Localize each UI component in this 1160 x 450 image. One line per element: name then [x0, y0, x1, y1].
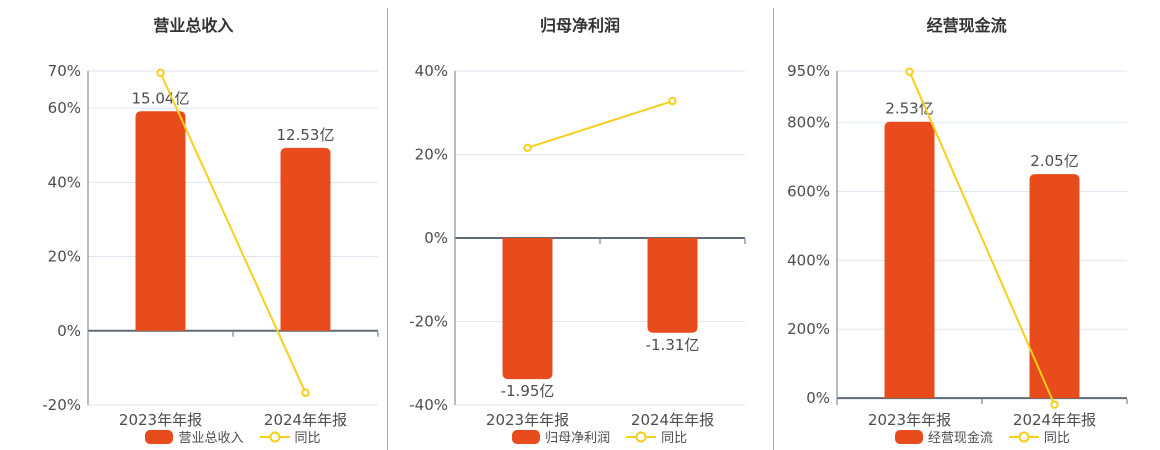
chart-panel-cash-flow: 经营现金流 0% 200% 400% 600% 800% 950% 2.53亿 2.05亿 20…	[773, 0, 1160, 450]
bar-2023年年报[interactable]	[884, 121, 935, 399]
yoy-marker-2023年年报[interactable]	[905, 67, 915, 76]
bar-value-label: 2.05亿	[1031, 152, 1079, 170]
bar-swatch-icon	[512, 429, 541, 444]
x-category-label: 2023年年报	[486, 411, 569, 429]
y-tick-label: 20%	[414, 146, 447, 164]
yoy-line	[526, 100, 673, 149]
y-tick-label: 400%	[787, 251, 830, 269]
bar-value-label: -1.95亿	[500, 382, 554, 400]
y-tick-label: 40%	[414, 62, 447, 80]
chart-plot-net-profit: -40% -20% 0% 20% 40% -1.95亿 -1.31亿 2023年年报 2024年…	[409, 62, 746, 429]
legend-label: 归母净利润	[545, 431, 611, 446]
legend-item-line-series[interactable]: 同比	[259, 427, 321, 446]
x-category-label: 2023年年报	[119, 411, 202, 429]
yoy-marker-2024年年报[interactable]	[667, 96, 677, 106]
legend-item-line-series[interactable]: 同比	[626, 427, 687, 446]
y-tick-label: -40%	[409, 396, 448, 414]
y-tick-label: 20%	[48, 248, 81, 266]
y-tick-label: 70%	[48, 62, 81, 80]
x-category-label: 2024年年报	[1013, 411, 1096, 429]
chart-title-net-profit: 归母净利润	[539, 16, 620, 35]
yoy-marker-2023年年报[interactable]	[522, 143, 532, 153]
yoy-marker-2023年年报[interactable]	[156, 68, 165, 78]
chart-title-cash-flow: 经营现金流	[926, 16, 1007, 35]
bar-swatch-icon	[894, 429, 923, 444]
bar-2023年年报[interactable]	[502, 238, 553, 380]
panel-divider	[773, 8, 775, 450]
legend-label: 营业总收入	[178, 431, 244, 446]
y-tick-label: -20%	[409, 313, 448, 331]
legend-label: 同比	[661, 431, 688, 446]
yoy-line	[159, 72, 307, 394]
chart-panel-revenue: 营业总收入 -20% 0% 20% 40% 60% 70% 15.04亿 12.53亿 2023…	[0, 0, 387, 450]
y-tick-label: 0%	[424, 229, 448, 247]
line-marker-icon	[1008, 430, 1039, 444]
chart-plot-revenue: -20% 0% 20% 40% 60% 70% 15.04亿 12.53亿 2023年年报 202…	[42, 62, 379, 429]
chart-legend-net-profit: 归母净利润 同比	[455, 427, 745, 446]
chart-legend-revenue: 营业总收入 同比	[88, 427, 378, 446]
x-category-label: 2024年年报	[264, 411, 347, 429]
bar-value-label: 2.53亿	[886, 100, 934, 118]
legend-item-line-series[interactable]: 同比	[1008, 427, 1070, 446]
y-tick-label: 600%	[787, 183, 830, 201]
yoy-marker-2024年年报[interactable]	[1050, 400, 1060, 409]
y-tick-label: 0%	[57, 322, 81, 340]
y-tick-label: 60%	[48, 99, 81, 117]
bar-2023年年报[interactable]	[135, 111, 186, 331]
y-tick-label: 950%	[787, 62, 830, 80]
chart-panel-net-profit: 归母净利润 -40% -20% 0% 20% 40% -1.95亿 -1.31亿 2023年年…	[386, 0, 774, 450]
line-marker-icon	[626, 430, 657, 444]
legend-label: 同比	[294, 431, 321, 446]
panel-divider	[386, 8, 388, 450]
bar-swatch-icon	[145, 429, 174, 444]
line-marker-icon	[259, 430, 290, 444]
legend-label: 经营现金流	[927, 431, 993, 446]
chart-title-revenue: 营业总收入	[153, 16, 234, 35]
chart-legend-cash-flow: 经营现金流 同比	[837, 427, 1127, 446]
legend-item-bar-series[interactable]: 经营现金流	[894, 427, 993, 446]
y-tick-label: 200%	[787, 320, 830, 338]
x-category-label: 2024年年报	[631, 411, 714, 429]
legend-item-bar-series[interactable]: 营业总收入	[145, 427, 244, 446]
bar-value-label: 12.53亿	[277, 126, 335, 144]
bar-2024年年报[interactable]	[647, 238, 698, 333]
x-category-label: 2023年年报	[868, 411, 951, 429]
y-tick-label: -20%	[42, 396, 81, 414]
yoy-marker-2024年年报[interactable]	[301, 388, 310, 397]
legend-label: 同比	[1043, 431, 1070, 446]
y-tick-label: 40%	[48, 173, 81, 191]
y-tick-label: 0%	[807, 389, 831, 407]
bar-2024年年报[interactable]	[280, 147, 331, 331]
chart-plot-cash-flow: 0% 200% 400% 600% 800% 950% 2.53亿 2.05亿 2023年年报 2…	[787, 62, 1128, 429]
bar-value-label: 15.04亿	[132, 89, 190, 107]
bar-2024年年报[interactable]	[1029, 174, 1080, 399]
legend-item-bar-series[interactable]: 归母净利润	[512, 427, 610, 446]
yoy-line	[908, 71, 1056, 406]
y-tick-label: 800%	[787, 114, 830, 132]
bar-value-label: -1.31亿	[645, 336, 699, 354]
